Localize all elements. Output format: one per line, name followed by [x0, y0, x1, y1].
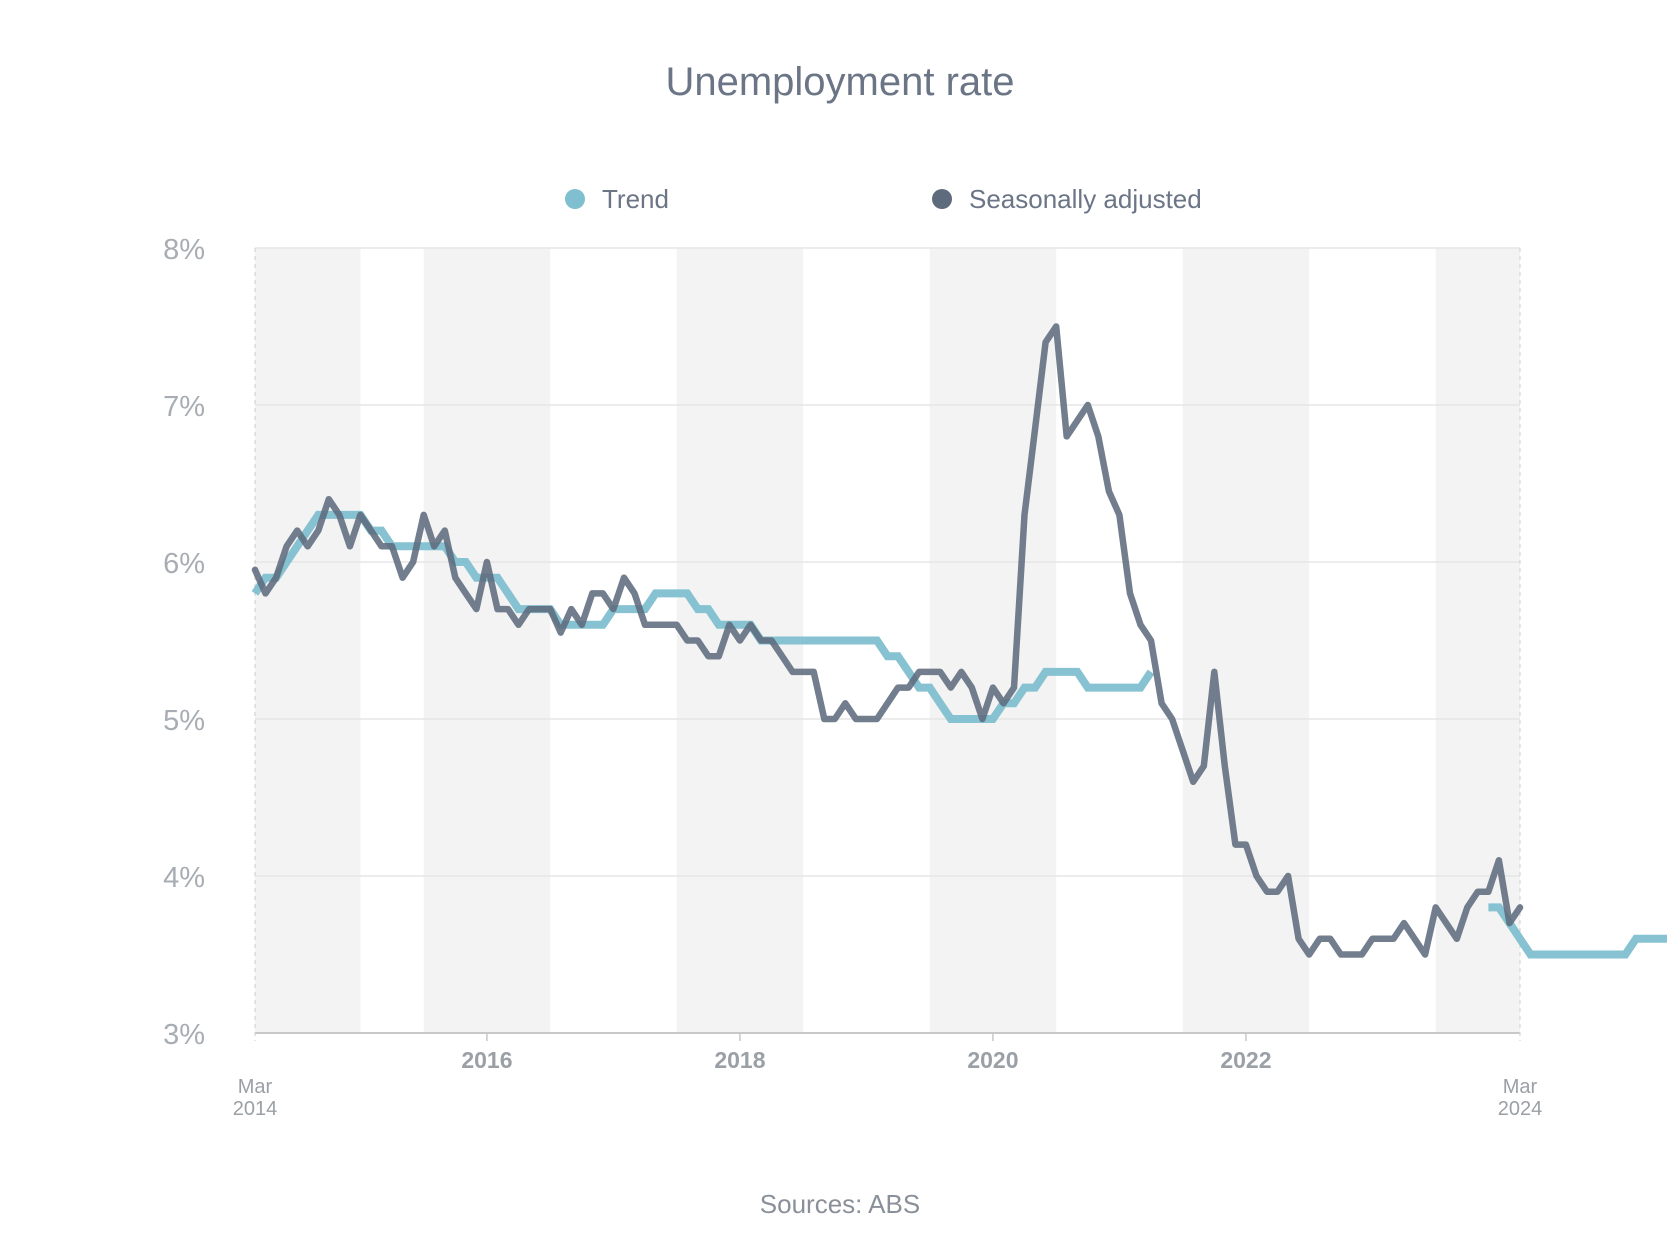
x-edge-label-month-0: Mar: [238, 1076, 273, 1098]
y-tick-label-7: 7%: [163, 391, 205, 423]
legend-label-seasonally-adjusted: Seasonally adjusted: [969, 184, 1202, 214]
series-layer: [251, 323, 1667, 959]
shaded-bands: [255, 248, 1520, 1033]
x-edge-label-month-1: Mar: [1503, 1076, 1538, 1098]
y-tick-label-3: 3%: [163, 1019, 205, 1051]
shaded-band-4: [1182, 248, 1310, 1033]
y-tick-label-6: 6%: [163, 548, 205, 580]
legend-swatch-trend: [565, 189, 585, 209]
source-note: Sources: ABS: [760, 1189, 920, 1219]
axes: [254, 248, 1521, 1041]
x-tick-label-2022: 2022: [1220, 1047, 1271, 1073]
legend-item-seasonally-adjusted[interactable]: Seasonally adjusted: [932, 184, 1202, 214]
legend: Trend Seasonally adjusted: [565, 184, 1202, 214]
grid-lines: [255, 247, 1520, 877]
chart-title: Unemployment rate: [665, 60, 1014, 104]
x-tick-label-2018: 2018: [714, 1047, 765, 1073]
y-tick-labels: 3% 4% 5% 6% 7% 8%: [163, 234, 205, 1051]
legend-label-trend: Trend: [602, 184, 669, 214]
y-tick-label-8: 8%: [163, 234, 205, 266]
y-tick-label-4: 4%: [163, 862, 205, 894]
x-tick-label-2016: 2016: [461, 1047, 512, 1073]
x-edge-label-year-1: 2024: [1498, 1098, 1543, 1120]
series-line-seasonally-adjusted: [251, 323, 1524, 958]
shaded-band-3: [929, 248, 1057, 1033]
legend-swatch-seasonally-adjusted: [932, 189, 952, 209]
y-tick-label-5: 5%: [163, 705, 205, 737]
shaded-band-1: [423, 248, 551, 1033]
x-tick-label-2020: 2020: [967, 1047, 1018, 1073]
legend-item-trend[interactable]: Trend: [565, 184, 669, 214]
x-edge-label-year-0: 2014: [233, 1098, 278, 1120]
shaded-band-0: [255, 248, 361, 1033]
